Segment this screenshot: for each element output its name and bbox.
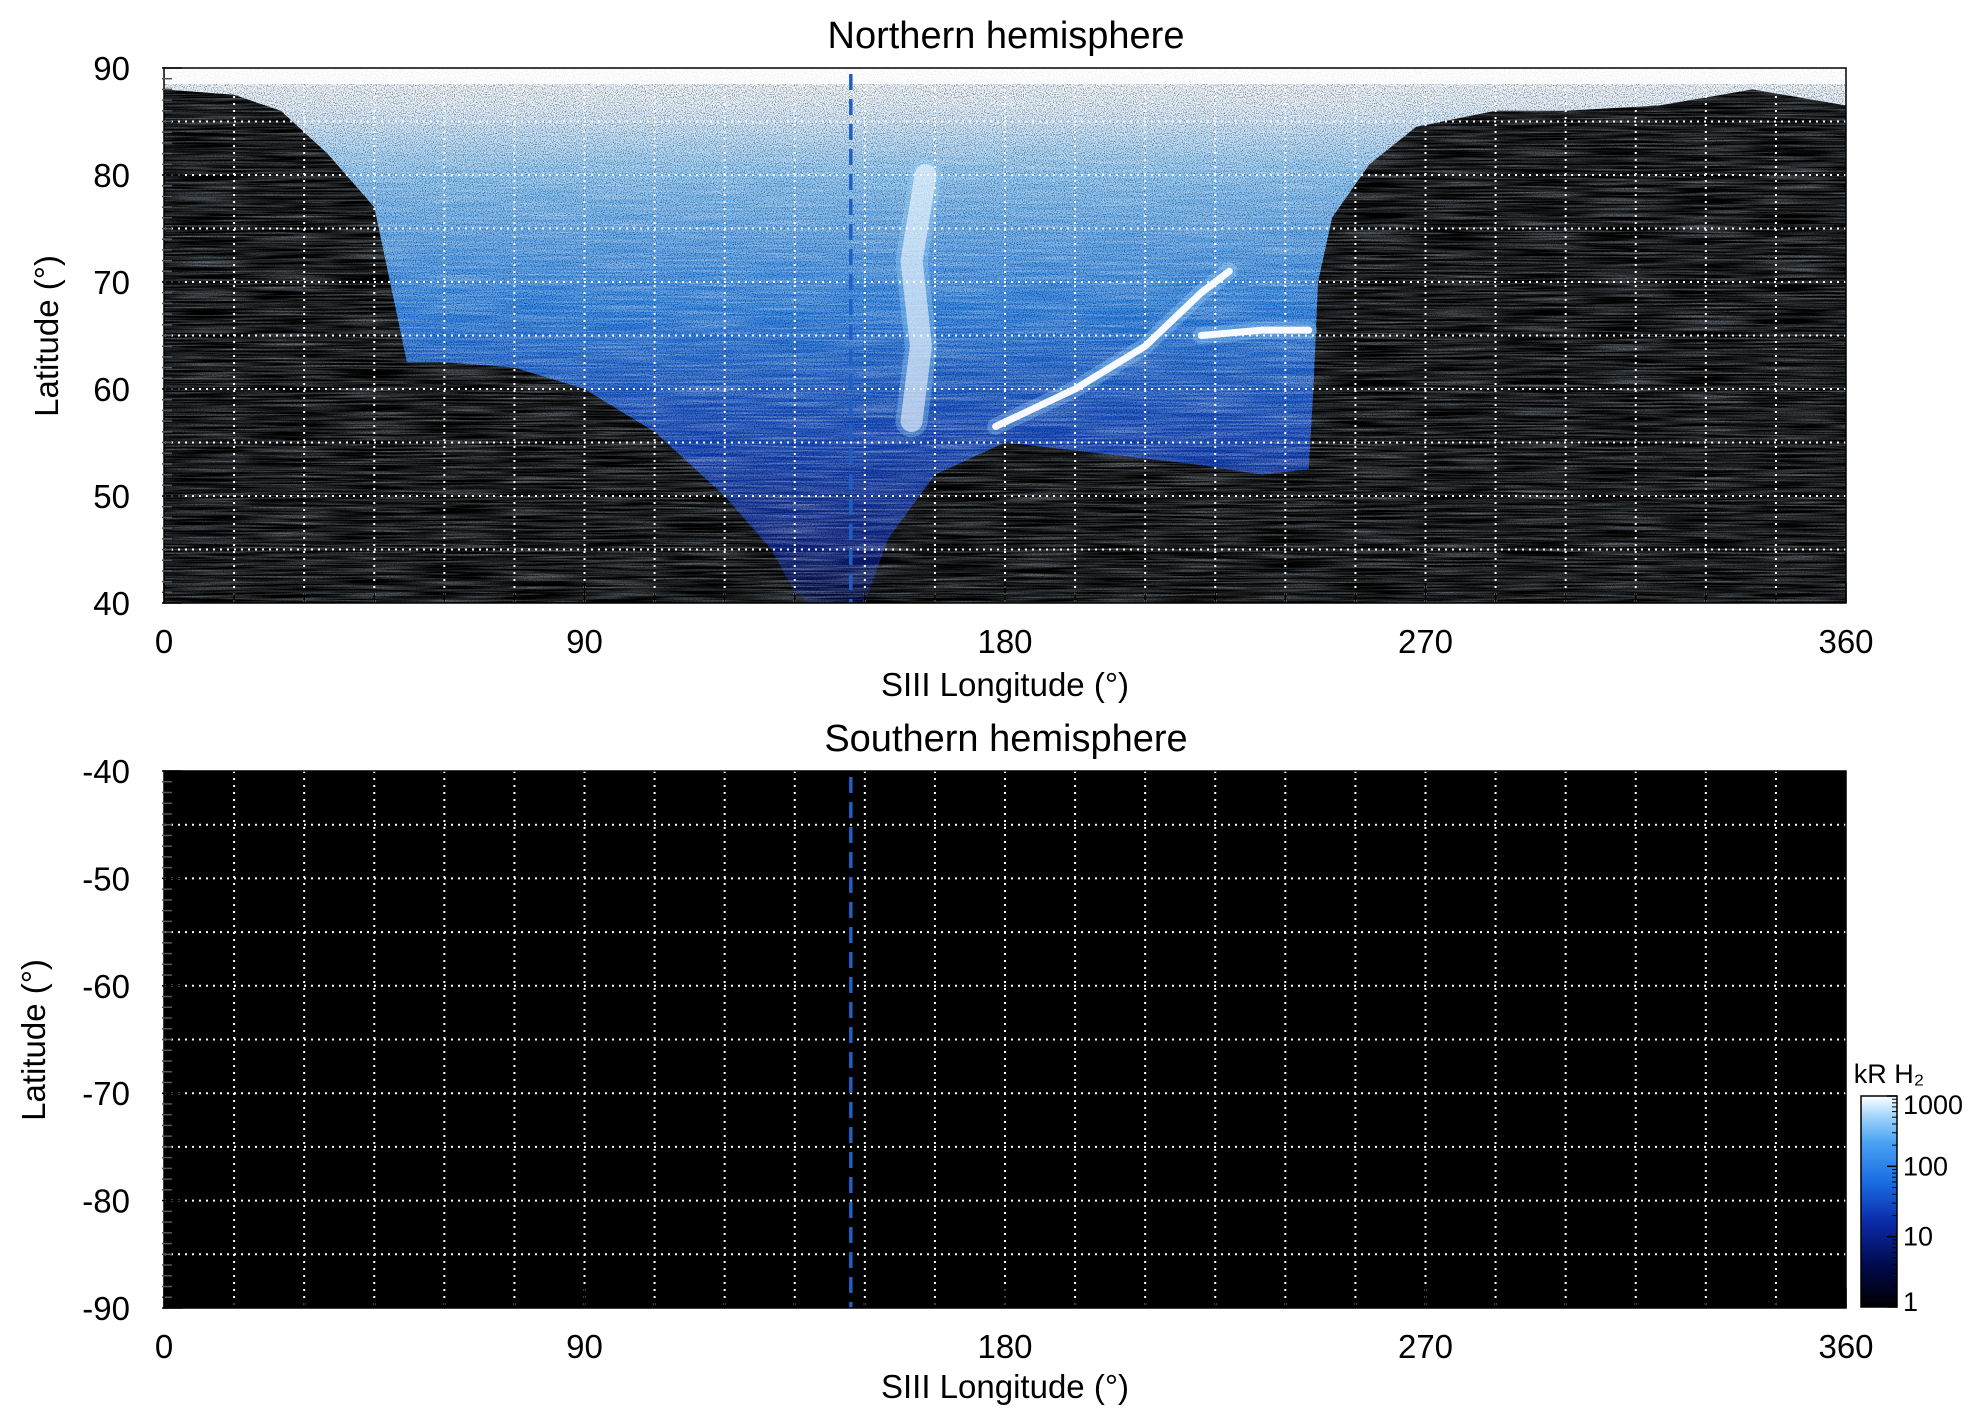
northern-y-axis-label: Latitude (°) xyxy=(28,255,65,417)
x-tick-label: 360 xyxy=(1818,1328,1873,1365)
x-tick-label: 90 xyxy=(566,1328,603,1365)
northern-grid xyxy=(164,68,1846,603)
colorbar-ticks: 1000 100 10 1 xyxy=(1887,1090,1963,1317)
aurora-feature-arc xyxy=(1197,326,1313,339)
colorbar-title: kR H₂ xyxy=(1854,1059,1924,1089)
x-tick-label: 180 xyxy=(977,1328,1032,1365)
x-tick-label: 180 xyxy=(977,623,1032,660)
northern-aurora-features xyxy=(895,159,1318,438)
y-tick-label: 40 xyxy=(93,585,130,622)
colorbar-tick-label: 1 xyxy=(1903,1287,1918,1317)
southern-grid xyxy=(164,771,1846,1308)
y-tick-label: -90 xyxy=(82,1290,130,1327)
northern-panel-title: Northern hemisphere xyxy=(828,15,1185,57)
southern-hemisphere-panel: Southern hemisphere 0 90 180 270 360 -90 -80 -7… xyxy=(15,718,1874,1405)
y-tick-label: -70 xyxy=(82,1075,130,1112)
colorbar-tick-label: 1000 xyxy=(1903,1090,1963,1120)
colorbar-tick-label: 100 xyxy=(1903,1151,1948,1181)
y-tick-label: 80 xyxy=(93,157,130,194)
southern-axes: 0 90 180 270 360 -90 -80 -70 -60 -50 -40 xyxy=(82,753,1873,1365)
aurora-feature-arc xyxy=(992,267,1233,430)
northern-axes: 0 90 180 270 360 40 50 60 70 80 90 xyxy=(93,50,1873,660)
aurora-feature-arc xyxy=(900,164,937,433)
x-tick-label: 0 xyxy=(155,623,173,660)
colorbar-gradient xyxy=(1860,1095,1898,1308)
southern-x-axis-label: SIII Longitude (°) xyxy=(881,1368,1129,1405)
y-tick-label: -40 xyxy=(82,753,130,790)
y-tick-label: 70 xyxy=(93,264,130,301)
y-tick-label: 90 xyxy=(93,50,130,87)
colorbar-tick-label: 10 xyxy=(1903,1222,1933,1252)
x-tick-label: 360 xyxy=(1818,623,1873,660)
x-tick-label: 90 xyxy=(566,623,603,660)
x-tick-label: 270 xyxy=(1398,1328,1453,1365)
y-tick-label: 50 xyxy=(93,478,130,515)
x-tick-label: 0 xyxy=(155,1328,173,1365)
x-tick-label: 270 xyxy=(1398,623,1453,660)
y-tick-label: -80 xyxy=(82,1183,130,1220)
y-tick-label: 60 xyxy=(93,371,130,408)
northern-hemisphere-panel: Northern hemisphere 0 90 180 270 360 40 50 60 70… xyxy=(28,15,1874,703)
y-tick-label: -60 xyxy=(82,968,130,1005)
southern-panel-title: Southern hemisphere xyxy=(824,718,1187,760)
southern-y-axis-label: Latitude (°) xyxy=(15,959,52,1121)
y-tick-label: -50 xyxy=(82,860,130,897)
northern-x-axis-label: SIII Longitude (°) xyxy=(881,666,1129,703)
colorbar: kR H₂ 1000 100 10 1 xyxy=(1854,1059,1963,1317)
